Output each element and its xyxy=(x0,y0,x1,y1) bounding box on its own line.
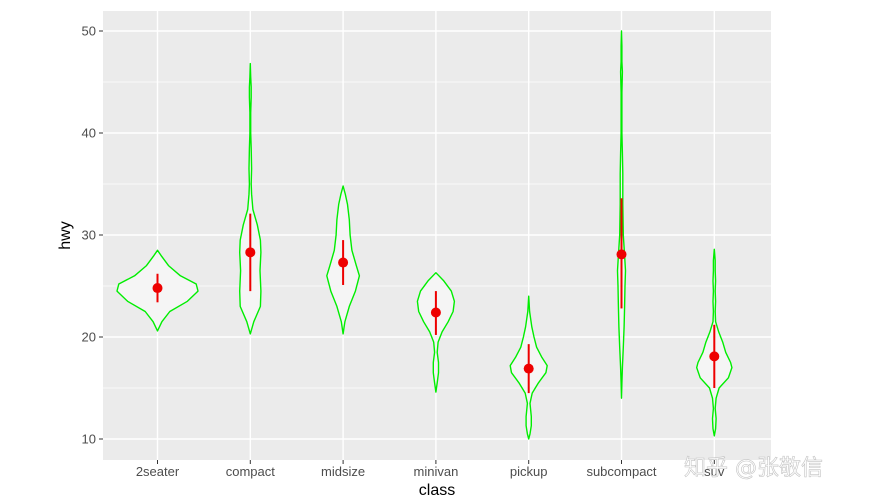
mean-point-subcompact xyxy=(616,249,627,260)
y-axis-title: hwy xyxy=(57,221,74,249)
summary-markers xyxy=(152,198,720,394)
y-tick-label: 20 xyxy=(82,330,96,345)
x-axis-title: class xyxy=(419,482,455,499)
y-axis: 10 20 30 40 50 xyxy=(82,24,103,447)
x-tick-label: 2seater xyxy=(136,464,180,479)
y-tick-label: 10 xyxy=(82,432,96,447)
y-tick-label: 40 xyxy=(82,126,96,141)
y-tick-label: 50 xyxy=(82,24,96,39)
mean-point-compact xyxy=(245,247,256,258)
x-tick-label: midsize xyxy=(321,464,365,479)
x-tick-label: pickup xyxy=(510,464,548,479)
x-tick-label: minivan xyxy=(414,464,459,479)
y-tick-label: 30 xyxy=(82,228,96,243)
watermark: 知乎 @张敬信 xyxy=(684,456,823,481)
x-tick-label: suv xyxy=(704,464,725,479)
x-tick-label: compact xyxy=(226,464,276,479)
x-tick-label: subcompact xyxy=(586,464,656,479)
mean-point-midsize xyxy=(338,257,349,268)
mean-point-pickup xyxy=(523,363,534,374)
mean-point-2seater xyxy=(152,283,163,294)
mean-point-minivan xyxy=(430,307,441,318)
mean-point-suv xyxy=(709,351,720,362)
x-axis: 2seater compact midsize minivan pickup subcom… xyxy=(136,460,725,479)
violin-compact xyxy=(239,62,262,335)
